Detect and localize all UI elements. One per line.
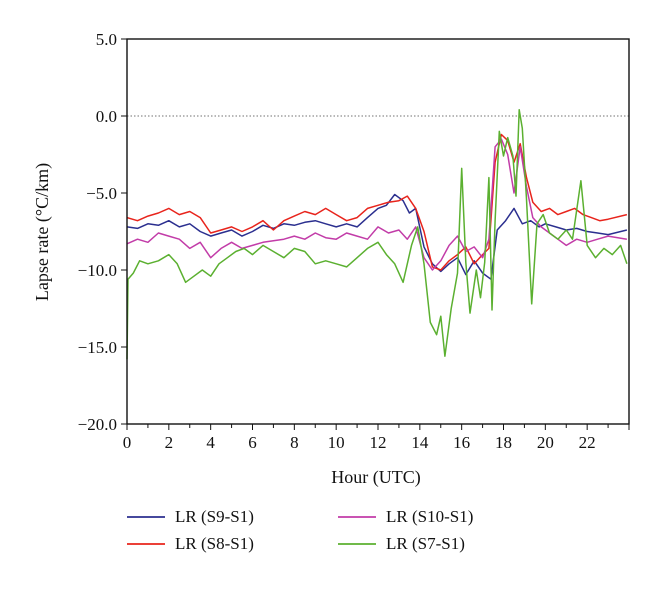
x-tick-label: 16 xyxy=(453,433,470,452)
series-line-2 xyxy=(126,138,628,271)
plot-area xyxy=(126,38,630,425)
y-tick-label: −15.0 xyxy=(78,338,117,357)
x-tick-label: 12 xyxy=(370,433,387,452)
legend-label-2: LR (S10-S1) xyxy=(386,507,473,526)
x-tick-label: 6 xyxy=(248,433,257,452)
x-tick-label: 8 xyxy=(290,433,299,452)
y-tick-label: −20.0 xyxy=(78,415,117,434)
y-tick-label: 0.0 xyxy=(96,107,117,126)
x-tick-label: 22 xyxy=(579,433,596,452)
legend-label-0: LR (S9-S1) xyxy=(175,507,254,526)
series-layer xyxy=(126,109,628,360)
y-tick-label: −10.0 xyxy=(78,261,117,280)
x-tick-label: 18 xyxy=(495,433,512,452)
x-axis: 0 2 4 6 8 10 12 14 16 18 20 22 xyxy=(123,424,630,452)
x-tick-label: 2 xyxy=(165,433,174,452)
legend: LR (S9-S1) LR (S10-S1) LR (S8-S1) LR (S7-S1… xyxy=(127,507,473,553)
x-tick-label: 20 xyxy=(537,433,554,452)
x-axis-title: Hour (UTC) xyxy=(331,467,420,488)
x-tick-label: 10 xyxy=(328,433,345,452)
plot-frame xyxy=(126,38,630,425)
series-line-0 xyxy=(126,193,628,280)
series-line-1 xyxy=(126,133,628,271)
legend-label-1: LR (S8-S1) xyxy=(175,534,254,553)
y-tick-label: 5.0 xyxy=(96,30,117,49)
x-tick-label: 14 xyxy=(411,433,429,452)
legend-label-3: LR (S7-S1) xyxy=(386,534,465,553)
x-tick-label: 0 xyxy=(123,433,132,452)
y-axis-title: Lapse rate (°C/km) xyxy=(32,163,53,301)
y-tick-label: −5.0 xyxy=(86,184,117,203)
x-tick-label: 4 xyxy=(206,433,215,452)
y-axis: 5.0 0.0 −5.0 −10.0 −15.0 −20.0 xyxy=(78,30,127,434)
series-line-3 xyxy=(126,109,628,360)
